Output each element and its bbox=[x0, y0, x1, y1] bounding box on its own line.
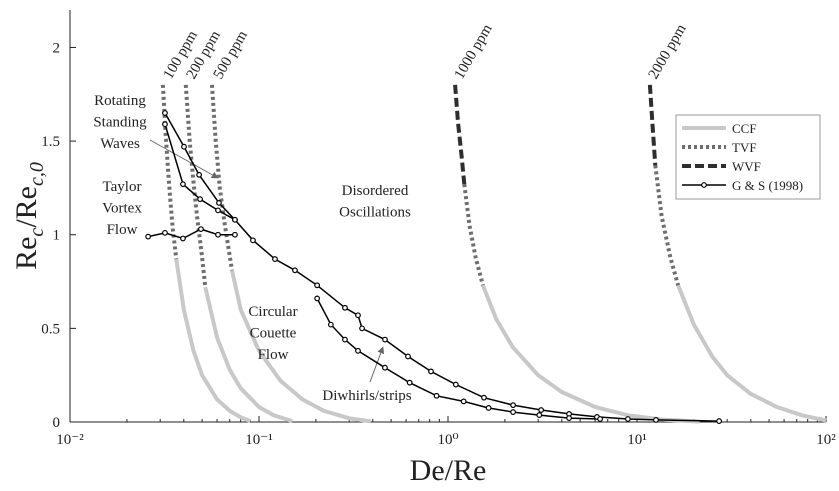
data-point bbox=[566, 415, 572, 421]
y-tick-label: 2 bbox=[53, 40, 61, 56]
annotation: Couette bbox=[250, 326, 297, 342]
y-label-part: Re bbox=[10, 237, 43, 270]
series-line bbox=[160, 84, 681, 288]
data-point bbox=[272, 256, 278, 262]
data-point bbox=[716, 418, 723, 424]
x-tick-label: 10² bbox=[816, 432, 836, 448]
data-point bbox=[428, 368, 434, 375]
x-tick-label: 10⁻¹ bbox=[245, 432, 272, 448]
y-tick-label: 0.5 bbox=[41, 321, 60, 337]
data-point bbox=[382, 336, 388, 343]
y-tick-label: 1.5 bbox=[41, 134, 60, 150]
data-point bbox=[314, 295, 321, 302]
data-point bbox=[355, 347, 361, 354]
x-axis-label: De/Re bbox=[410, 454, 487, 487]
data-point bbox=[197, 196, 204, 203]
data-point bbox=[536, 412, 543, 418]
x-tick-label: 10⁰ bbox=[437, 432, 458, 448]
legend-label: WVF bbox=[732, 159, 761, 174]
annotation: Diwhirls/strips bbox=[322, 388, 411, 404]
data-point bbox=[180, 235, 186, 242]
annotation: Waves bbox=[100, 136, 140, 152]
data-point bbox=[597, 416, 604, 422]
series-line bbox=[453, 84, 658, 185]
x-tick-label: 10¹ bbox=[627, 432, 647, 448]
y-tick-label: 0 bbox=[53, 415, 61, 431]
annotation: Vortex bbox=[102, 201, 142, 217]
annotation: Oscillations bbox=[339, 205, 411, 221]
annotation: Rotating bbox=[94, 93, 146, 109]
y-axis-label: Rec/Rec,0 bbox=[10, 162, 48, 270]
annotation: Circular bbox=[248, 304, 297, 320]
data-point bbox=[485, 405, 492, 411]
annotation: Disordered bbox=[342, 183, 409, 199]
data-point bbox=[180, 181, 186, 188]
data-point bbox=[314, 282, 321, 289]
annotation: Flow bbox=[258, 347, 289, 363]
series-line bbox=[147, 112, 720, 422]
y-label-part: /Re bbox=[10, 186, 43, 228]
data-point bbox=[538, 407, 545, 413]
data-point bbox=[232, 231, 238, 238]
data-point bbox=[162, 229, 168, 236]
y-label-sub: c bbox=[26, 228, 48, 237]
legend-label: TVF bbox=[732, 140, 757, 155]
annotation: Taylor bbox=[103, 179, 142, 195]
data-point bbox=[653, 417, 659, 423]
curve-label: 1000 ppm bbox=[452, 21, 496, 82]
data-point bbox=[342, 304, 348, 311]
data-point bbox=[198, 226, 204, 233]
data-point bbox=[162, 110, 168, 116]
series-line bbox=[174, 258, 827, 424]
y-label-sub: c,0 bbox=[26, 162, 48, 186]
arrow bbox=[369, 346, 385, 383]
data-point bbox=[215, 207, 221, 214]
data-point bbox=[359, 325, 365, 332]
data-point bbox=[250, 237, 256, 244]
data-point bbox=[181, 143, 187, 150]
data-point bbox=[433, 392, 440, 399]
data-point bbox=[215, 231, 221, 238]
legend-marker bbox=[701, 182, 707, 188]
data-point bbox=[342, 336, 348, 343]
data-point bbox=[382, 364, 388, 371]
data-point bbox=[232, 216, 238, 223]
data-point bbox=[460, 398, 467, 405]
arrow bbox=[149, 139, 219, 179]
annotation: Flow bbox=[107, 222, 138, 238]
data-point bbox=[292, 267, 298, 274]
data-point bbox=[624, 416, 631, 422]
y-tick-label: 1 bbox=[53, 228, 61, 244]
data-point bbox=[327, 321, 334, 328]
curve-label: 2000 ppm bbox=[646, 21, 690, 82]
legend-label: G & S (1998) bbox=[732, 178, 803, 193]
data-point bbox=[481, 394, 487, 401]
x-tick-label: 10⁻² bbox=[56, 432, 84, 448]
data-point bbox=[355, 312, 361, 319]
data-point bbox=[405, 353, 411, 360]
data-point bbox=[510, 409, 516, 415]
data-point bbox=[452, 381, 459, 388]
data-point bbox=[510, 402, 516, 409]
data-point bbox=[406, 379, 413, 386]
data-point bbox=[162, 121, 168, 128]
data-point bbox=[196, 171, 202, 178]
data-point bbox=[145, 233, 152, 240]
data-point bbox=[216, 199, 222, 206]
annotation: Standing bbox=[93, 115, 147, 131]
legend-label: CCF bbox=[732, 121, 757, 136]
